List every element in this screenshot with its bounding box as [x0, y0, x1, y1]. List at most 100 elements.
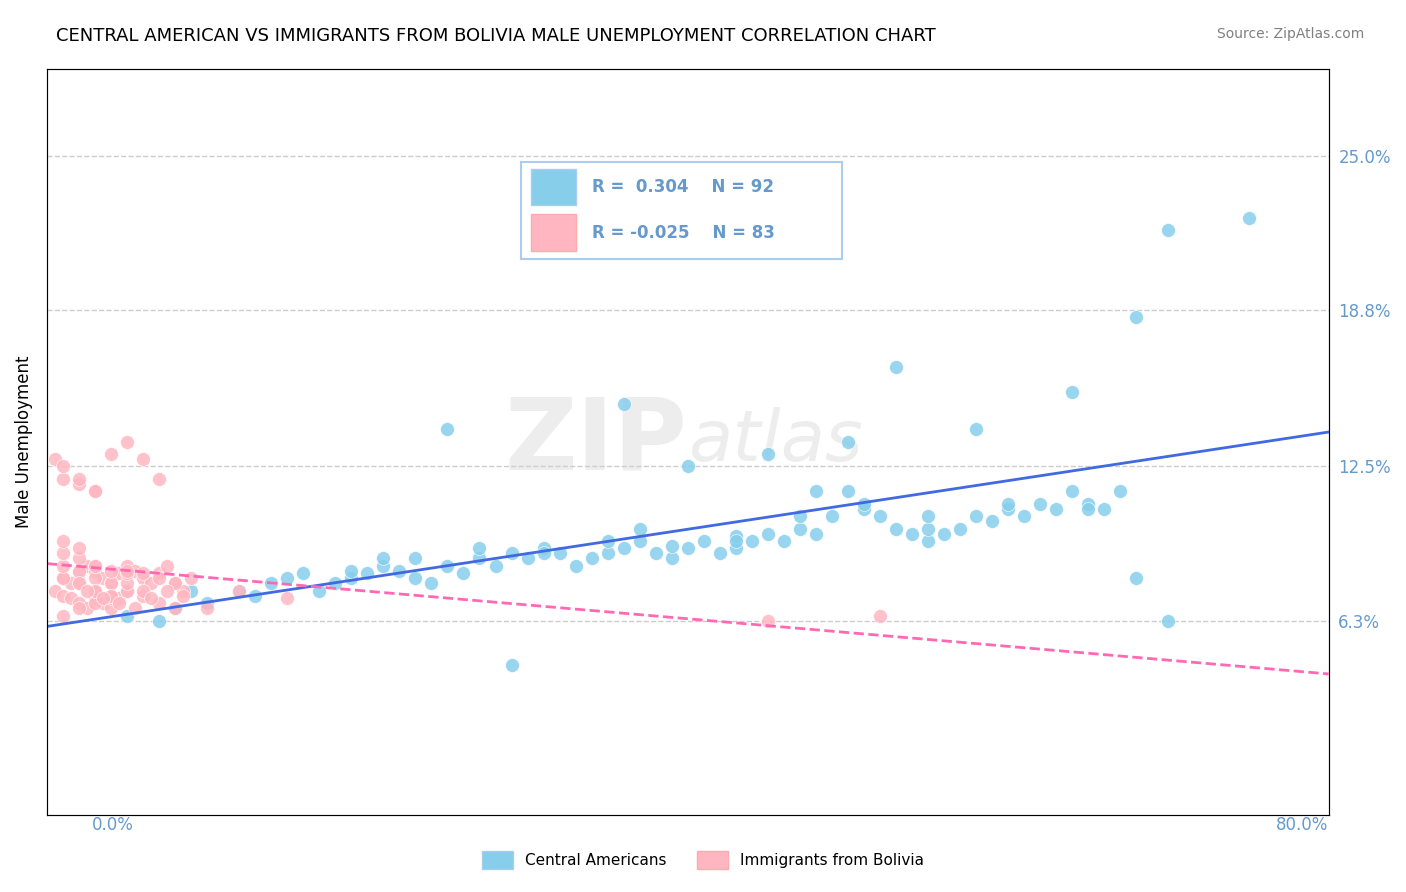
Text: 80.0%: 80.0% [1277, 816, 1329, 834]
Point [804, 526, 827, 541]
Point [676, 541, 699, 556]
Point [884, 359, 907, 374]
Point [228, 583, 250, 598]
Point [1125, 310, 1147, 325]
Point [84, 558, 107, 573]
Point [67, 596, 90, 610]
Point [468, 541, 491, 556]
Point [884, 522, 907, 536]
Point [44, 452, 66, 467]
Point [132, 571, 155, 585]
Point [837, 484, 859, 499]
Point [67, 472, 90, 486]
Point [67, 564, 90, 578]
Point [115, 576, 138, 591]
Point [1062, 384, 1084, 399]
Point [821, 509, 844, 524]
Point [52, 534, 75, 549]
Point [165, 576, 187, 591]
Point [52, 589, 75, 603]
Point [901, 526, 924, 541]
Point [67, 541, 90, 556]
Point [84, 583, 107, 598]
Point [356, 566, 378, 581]
Point [195, 596, 218, 610]
Point [1109, 484, 1132, 499]
Point [804, 484, 827, 499]
Point [91, 591, 114, 606]
Point [84, 484, 107, 499]
Point [1045, 501, 1067, 516]
Point [869, 608, 891, 623]
Point [100, 601, 122, 615]
Point [52, 459, 75, 474]
Point [115, 583, 138, 598]
Point [132, 589, 155, 603]
Point [165, 601, 187, 615]
Point [172, 589, 194, 603]
Point [115, 434, 138, 449]
Point [1077, 501, 1099, 516]
Point [340, 571, 363, 585]
Point [76, 601, 98, 615]
Point [628, 522, 651, 536]
Point [115, 558, 138, 573]
Point [501, 658, 523, 673]
Text: atlas: atlas [688, 407, 862, 476]
Point [1237, 211, 1260, 225]
Point [91, 596, 114, 610]
Point [997, 497, 1019, 511]
Point [124, 564, 146, 578]
Point [323, 576, 346, 591]
Point [853, 497, 876, 511]
Point [156, 558, 179, 573]
Point [965, 509, 987, 524]
Point [67, 601, 90, 615]
Point [613, 397, 636, 411]
Point [100, 447, 122, 461]
Point [644, 546, 666, 560]
Point [693, 534, 716, 549]
Point [724, 529, 747, 543]
Point [84, 591, 107, 606]
Point [132, 452, 155, 467]
Point [76, 558, 98, 573]
Point [115, 608, 138, 623]
Point [115, 583, 138, 598]
Point [1157, 223, 1180, 237]
Point [756, 526, 779, 541]
Point [100, 589, 122, 603]
Point [67, 551, 90, 566]
Legend: Central Americans, Immigrants from Bolivia: Central Americans, Immigrants from Boliv… [477, 845, 929, 875]
Text: Source: ZipAtlas.com: Source: ZipAtlas.com [1216, 27, 1364, 41]
Point [52, 558, 75, 573]
Point [100, 576, 122, 591]
Point [917, 534, 939, 549]
Point [724, 534, 747, 549]
Point [1029, 497, 1052, 511]
Point [628, 534, 651, 549]
Point [548, 546, 571, 560]
Point [564, 558, 586, 573]
Point [67, 576, 90, 591]
Point [981, 514, 1004, 528]
Point [1077, 497, 1099, 511]
Point [516, 551, 538, 566]
Point [84, 484, 107, 499]
Point [100, 591, 122, 606]
Point [148, 566, 170, 581]
Point [59, 591, 82, 606]
Point [124, 601, 146, 615]
Point [373, 551, 395, 566]
Point [837, 434, 859, 449]
Text: ZIP: ZIP [505, 393, 688, 490]
Point [741, 534, 763, 549]
Point [869, 509, 891, 524]
Point [997, 501, 1019, 516]
Point [1125, 571, 1147, 585]
Point [484, 558, 506, 573]
Point [148, 596, 170, 610]
Point [1012, 509, 1035, 524]
Point [52, 472, 75, 486]
Point [453, 566, 475, 581]
